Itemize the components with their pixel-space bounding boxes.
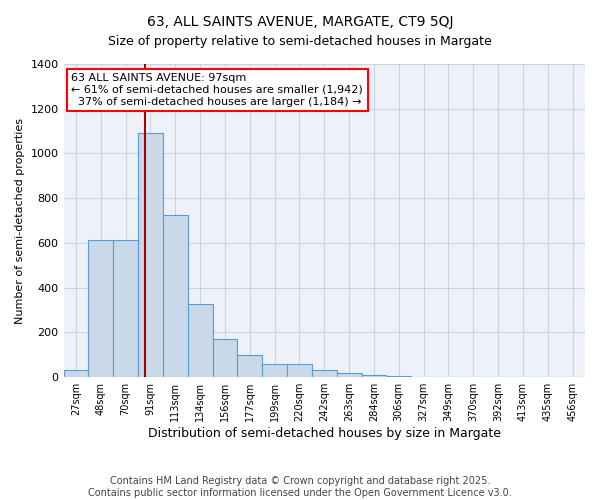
Bar	[64, 370, 88, 377]
Bar	[362, 375, 386, 377]
Text: 63 ALL SAINTS AVENUE: 97sqm
← 61% of semi-detached houses are smaller (1,942)
  : 63 ALL SAINTS AVENUE: 97sqm ← 61% of sem…	[71, 74, 363, 106]
Bar	[238, 355, 262, 377]
Text: Size of property relative to semi-detached houses in Margate: Size of property relative to semi-detach…	[108, 35, 492, 48]
Bar	[113, 240, 138, 377]
Bar	[386, 376, 411, 377]
Bar	[337, 373, 362, 377]
Y-axis label: Number of semi-detached properties: Number of semi-detached properties	[15, 118, 25, 324]
Bar	[287, 364, 312, 377]
Bar	[88, 240, 113, 377]
Text: 63, ALL SAINTS AVENUE, MARGATE, CT9 5QJ: 63, ALL SAINTS AVENUE, MARGATE, CT9 5QJ	[147, 15, 453, 29]
Bar	[262, 364, 287, 377]
X-axis label: Distribution of semi-detached houses by size in Margate: Distribution of semi-detached houses by …	[148, 427, 501, 440]
Bar	[138, 134, 163, 377]
Bar	[312, 370, 337, 377]
Text: Contains HM Land Registry data © Crown copyright and database right 2025.
Contai: Contains HM Land Registry data © Crown c…	[88, 476, 512, 498]
Bar	[411, 376, 436, 377]
Bar	[188, 304, 212, 377]
Bar	[163, 215, 188, 377]
Bar	[212, 339, 238, 377]
